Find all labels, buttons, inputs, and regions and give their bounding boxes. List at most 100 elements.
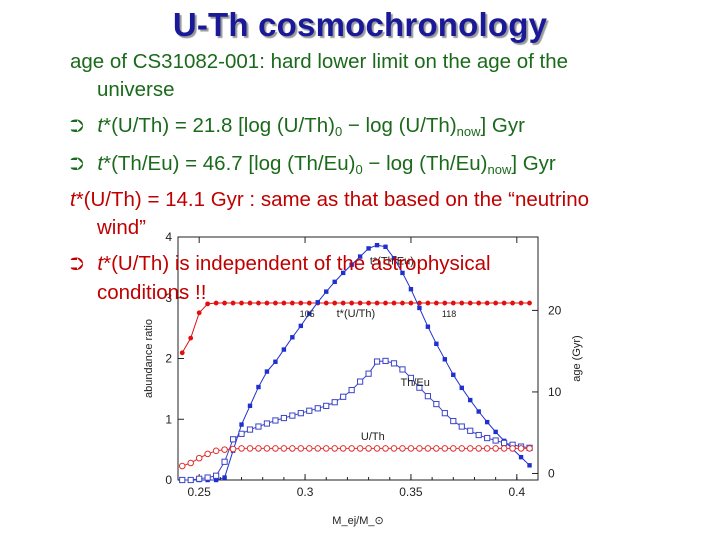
data-point <box>297 410 304 417</box>
data-point <box>272 417 279 424</box>
data-point <box>407 374 415 382</box>
data-point <box>348 445 355 452</box>
data-point <box>188 335 194 341</box>
series-label: t*(Th/Eu) <box>370 255 414 267</box>
y-axis-label: abundance ratio <box>143 319 155 398</box>
data-point <box>222 300 227 306</box>
data-point <box>222 475 227 480</box>
data-point <box>433 400 440 408</box>
data-point <box>441 410 448 417</box>
data-point <box>399 445 406 452</box>
arrow-bullet-icon: ⮊ <box>70 254 84 275</box>
data-point <box>281 347 287 352</box>
data-point <box>424 393 431 400</box>
data-point <box>425 324 431 329</box>
data-point <box>433 445 440 452</box>
data-point <box>340 270 346 276</box>
data-point <box>322 445 330 452</box>
data-point <box>263 420 271 427</box>
data-point <box>492 445 499 452</box>
data-point <box>442 357 448 362</box>
data-point <box>459 385 464 391</box>
data-point <box>306 300 312 306</box>
t-symbol: t <box>97 152 104 175</box>
data-point <box>467 427 474 434</box>
data-point <box>434 341 439 347</box>
data-point <box>366 246 371 251</box>
slide-title: U-Th cosmochronology <box>172 6 548 43</box>
data-point <box>238 430 245 437</box>
data-point <box>178 462 186 470</box>
data-point <box>484 434 491 442</box>
series-line <box>182 360 530 481</box>
data-point <box>297 445 305 452</box>
x-tick-label: 0.35 <box>399 485 423 499</box>
data-point <box>399 366 406 373</box>
x-tick-label: 0.3 <box>297 485 314 499</box>
data-point <box>331 399 338 406</box>
data-point <box>273 300 278 306</box>
data-point <box>484 419 490 425</box>
data-point <box>213 300 219 306</box>
data-point <box>195 454 203 462</box>
data-point <box>280 414 287 422</box>
data-point <box>467 300 473 306</box>
data-point <box>391 300 397 306</box>
data-point <box>459 300 465 306</box>
y-tick-label: 1 <box>165 412 172 426</box>
data-point <box>510 300 515 306</box>
data-point <box>365 370 372 377</box>
data-point <box>306 407 313 414</box>
data-point <box>289 412 296 419</box>
data-point <box>382 445 389 452</box>
data-point <box>366 300 371 306</box>
annotation-label: 118 <box>442 309 456 319</box>
data-point <box>196 475 203 482</box>
data-point <box>450 300 456 306</box>
data-point <box>238 445 245 452</box>
data-point <box>509 445 516 452</box>
data-point <box>433 300 439 306</box>
data-point <box>196 310 202 316</box>
arrow-bullet-icon: ⮊ <box>70 154 84 175</box>
data-point <box>289 300 295 306</box>
equation-th-eu: ⮊ t*(Th/Eu) = 46.7 [log (Th/Eu)0 − log (… <box>70 152 556 177</box>
arrow-bullet-icon: ⮊ <box>70 116 84 137</box>
data-point <box>229 436 237 443</box>
independence-text: *(U/Th) is independent of the astrophysi… <box>103 252 491 275</box>
data-point <box>264 369 270 374</box>
data-point <box>391 256 397 261</box>
data-point <box>212 447 220 455</box>
data-point <box>247 403 253 408</box>
data-point <box>500 445 508 452</box>
data-point <box>298 300 304 306</box>
eq1-sub-0: 0 <box>334 124 343 139</box>
eq2-sub-0: 0 <box>355 162 363 177</box>
data-point <box>230 300 236 306</box>
data-point <box>476 409 481 414</box>
data-point <box>484 300 490 306</box>
data-point <box>280 445 288 452</box>
data-point <box>442 300 448 306</box>
data-point <box>255 423 262 430</box>
data-point <box>239 300 244 306</box>
data-point <box>390 360 398 367</box>
eq1-mid: − log (U/Th) <box>342 114 457 137</box>
data-point <box>357 378 364 385</box>
data-point <box>458 445 466 452</box>
data-point <box>425 300 431 306</box>
data-point <box>468 397 473 403</box>
data-point <box>483 445 491 452</box>
age-result-line-1: t*(U/Th) = 14.1 Gyr : same as that based… <box>70 188 589 212</box>
data-point <box>340 393 347 400</box>
data-point <box>213 472 220 479</box>
data-point <box>383 300 388 306</box>
data-point <box>357 254 363 259</box>
series-label: Th/Eu <box>400 377 429 389</box>
data-point <box>357 300 363 306</box>
data-point <box>518 300 524 306</box>
data-point <box>187 476 194 484</box>
y2-tick-label: 10 <box>548 385 562 399</box>
data-point <box>273 359 278 364</box>
